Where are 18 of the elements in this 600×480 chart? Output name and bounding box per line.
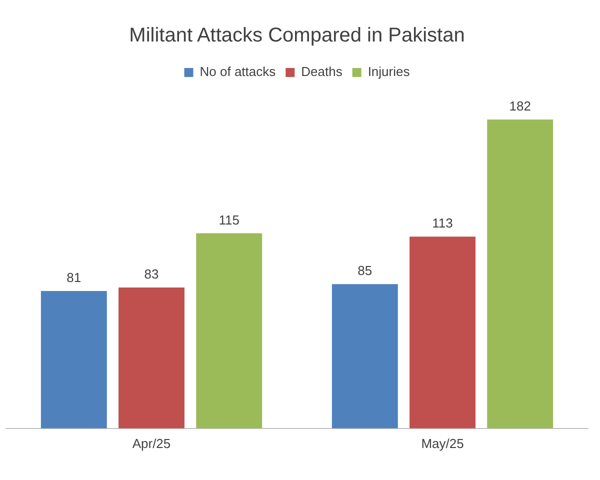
data-label: 113 (432, 216, 453, 231)
bar (487, 120, 554, 428)
bar (118, 288, 184, 428)
bar (410, 236, 476, 428)
data-label: 182 (509, 98, 531, 114)
bar (332, 284, 398, 428)
data-label: 115 (218, 212, 240, 228)
data-label: 85 (358, 263, 372, 278)
data-label: 83 (144, 266, 159, 282)
data-label: 81 (66, 270, 82, 286)
x-tick-label: Apr/25 (132, 436, 171, 451)
bar (196, 233, 262, 428)
x-tick-label: May/25 (421, 436, 464, 451)
bar (40, 290, 107, 428)
chart-title: Militant Attacks Compared in Pakistan (129, 24, 465, 47)
legend-label: Injuries (368, 64, 410, 80)
legend-label: Deaths (301, 64, 343, 80)
legend-label: No of attacks (200, 64, 276, 80)
